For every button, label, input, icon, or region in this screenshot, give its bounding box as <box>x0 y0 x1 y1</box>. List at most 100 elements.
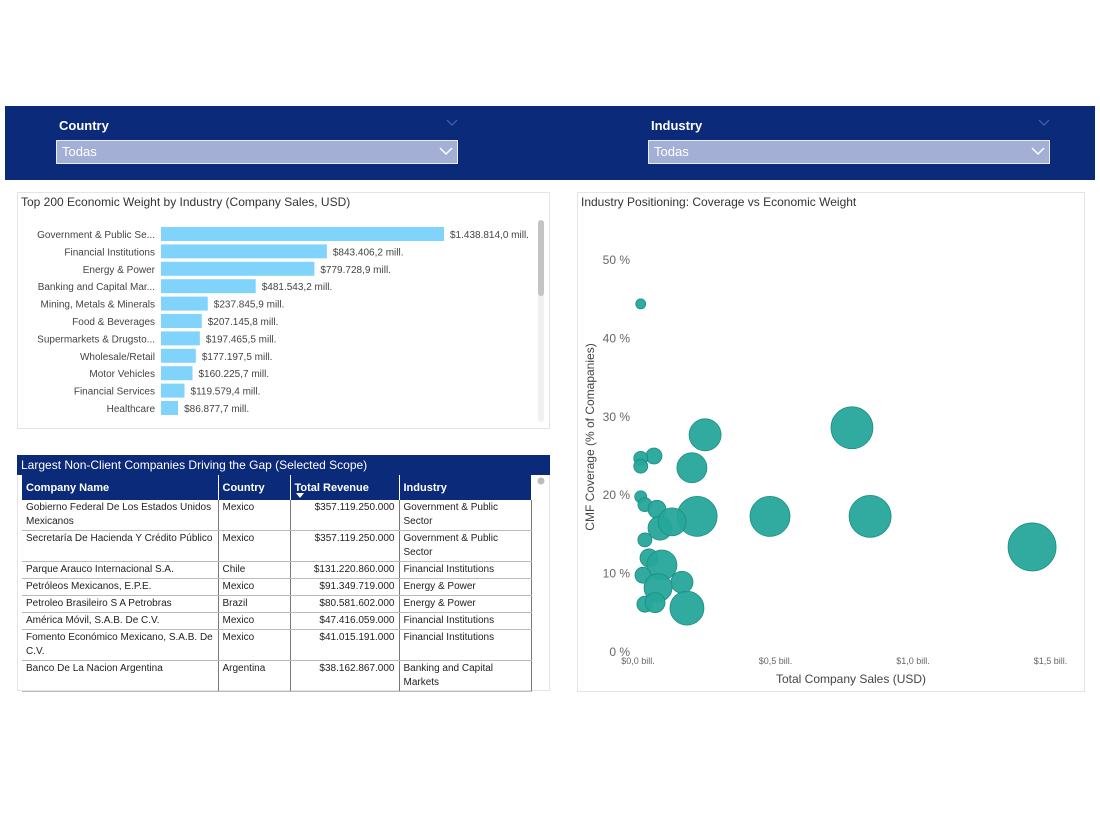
filter-dropdown[interactable]: Todas <box>648 140 1050 164</box>
bar <box>161 279 256 294</box>
bubble <box>848 494 892 538</box>
data-label: $160.225,7 mill. <box>199 369 270 380</box>
scatter-chart: 0 % 10 % 20 % 30 % 40 % 50 % $0,0 bill. $0,5 bi… <box>583 253 1067 686</box>
table-cell: Mexico <box>218 629 291 661</box>
table-container: Company Name Country Total Revenue Industry… <box>22 475 532 692</box>
y-tick-label: 10 % <box>603 567 631 581</box>
column-header: Country <box>218 475 291 500</box>
bubble <box>669 590 705 626</box>
table-cell: $91.349.719.000 <box>290 578 400 596</box>
collapse-icon[interactable] <box>1038 119 1050 127</box>
x-axis-label: Total Company Sales (USD) <box>776 672 926 686</box>
y-tick-label: Financial Institutions <box>64 247 155 258</box>
y-tick-label: Supermarkets & Drugsto... <box>37 334 155 345</box>
y-tick-label: Energy & Power <box>83 265 156 276</box>
table-cell: Banking and Capital Markets <box>399 660 532 692</box>
table-cell: Argentina <box>218 660 291 692</box>
bar <box>161 366 193 381</box>
table-cell: $41.015.191.000 <box>290 629 400 661</box>
table-cell: Petroleo Brasileiro S A Petrobras <box>22 595 219 613</box>
data-label: $843.406,2 mill. <box>333 247 404 258</box>
y-tick-label: 40 % <box>603 331 631 345</box>
table-cell: Energy & Power <box>399 595 532 613</box>
x-tick-label: $0,5 bill. <box>759 656 793 666</box>
filter-label: Country <box>59 118 109 133</box>
bar <box>161 401 179 415</box>
bar <box>161 383 185 398</box>
y-tick-label: 30 % <box>603 410 631 424</box>
data-label: $197.465,5 mill. <box>206 334 277 345</box>
dropdown-chevron[interactable] <box>1031 147 1045 156</box>
collapse-icon[interactable] <box>446 119 458 127</box>
bar <box>161 261 315 276</box>
filter-label: Industry <box>651 118 703 133</box>
bubble <box>633 458 649 474</box>
table-cell: Petróleos Mexicanos, E.P.E. <box>22 578 219 596</box>
table-cell: $357.119.250.000 <box>290 500 400 531</box>
bubble <box>645 447 663 465</box>
table-cell: América Móvil, S.A.B. De C.V. <box>22 612 219 630</box>
bar <box>161 227 444 241</box>
table-row: América Móvil, S.A.B. De C.V. Mexico $47.4… <box>22 612 532 630</box>
table-cell: Gobierno Federal De Los Estados Unidos M… <box>22 500 219 531</box>
data-label: $237.845,9 mill. <box>214 300 285 311</box>
table-cell: $47.416.059.000 <box>290 612 400 630</box>
bubble <box>635 298 647 310</box>
y-tick-label: 50 % <box>603 253 631 267</box>
bubble <box>830 406 874 450</box>
table-row: Parque Arauco Internacional S.A. Chile $13… <box>22 561 532 579</box>
dropdown-chevron[interactable] <box>439 147 453 156</box>
table-cell: Mexico <box>218 578 291 596</box>
data-label: $481.543,2 mill. <box>262 282 333 293</box>
table-cell: $38.162.867.000 <box>290 660 400 692</box>
column-header[interactable]: Total Revenue <box>290 475 400 500</box>
bar <box>161 314 202 328</box>
bar <box>161 348 196 363</box>
data-label: $119.579,4 mill. <box>191 387 261 398</box>
table-cell: Energy & Power <box>399 578 532 596</box>
table-cell: Secretaría De Hacienda Y Crédito Público <box>22 530 219 562</box>
table-cell: $80.581.602.000 <box>290 595 400 613</box>
table-row: Banco De La Nacion Argentina Argentina $38… <box>22 660 532 692</box>
table-cell: Parque Arauco Internacional S.A. <box>22 561 219 579</box>
y-tick-label: 0 % <box>609 645 630 659</box>
table-row: Petroleo Brasileiro S A Petrobras Brazil $… <box>22 595 532 613</box>
table-cell: Financial Institutions <box>399 629 532 661</box>
table-cell: Brazil <box>218 595 291 613</box>
bar-chart: Government & Public Se... $1.438.814,0 mi… <box>37 220 544 422</box>
scrollbar-thumb[interactable] <box>538 220 544 296</box>
table-cell: $357.119.250.000 <box>290 530 400 562</box>
y-tick-label: Wholesale/Retail <box>80 352 155 363</box>
column-header: Industry <box>399 475 532 500</box>
table-title: Largest Non-Client Companies Driving the… <box>17 455 550 475</box>
x-tick-label: $1,0 bill. <box>896 656 930 666</box>
bubble <box>1007 522 1057 572</box>
table-cell: Financial Institutions <box>399 612 532 630</box>
bubble <box>670 570 694 594</box>
x-tick-label: $0,0 bill. <box>621 656 655 666</box>
chart-title: Industry Positioning: Coverage vs Econom… <box>581 195 857 209</box>
y-tick-label: Financial Services <box>74 387 155 398</box>
table-cell: Mexico <box>218 530 291 562</box>
table-cell: Mexico <box>218 612 291 630</box>
y-tick-label: Motor Vehicles <box>89 369 155 380</box>
sort-arrow[interactable] <box>296 493 304 499</box>
table-cell: Government & Public Sector <box>399 530 532 562</box>
data-label: $779.728,9 mill. <box>320 265 391 276</box>
y-tick-label: Government & Public Se... <box>37 230 155 241</box>
y-tick-label: Healthcare <box>107 404 156 415</box>
filter-dropdown[interactable]: Todas <box>56 140 458 164</box>
bar <box>161 244 327 259</box>
y-tick-label: 20 % <box>603 488 631 502</box>
y-tick-label: Food & Beverages <box>72 317 155 328</box>
bubble <box>688 418 722 452</box>
bubble <box>749 495 791 537</box>
table-row: Gobierno Federal De Los Estados Unidos M… <box>22 500 532 531</box>
table-cell: Fomento Económico Mexicano, S.A.B. De C.… <box>22 629 219 661</box>
table-row: Secretaría De Hacienda Y Crédito Público… <box>22 530 532 562</box>
data-table: Company Name Country Total Revenue Industry… <box>22 475 532 692</box>
bubble <box>657 507 687 537</box>
bubble <box>637 532 653 548</box>
table-cell: Financial Institutions <box>399 561 532 579</box>
